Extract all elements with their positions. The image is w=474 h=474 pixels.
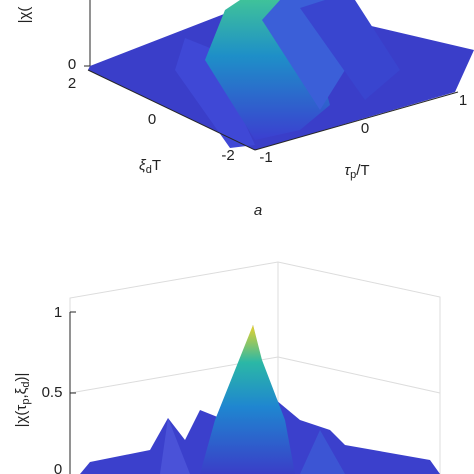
label-part: τ	[344, 162, 351, 179]
caption: a	[254, 202, 262, 219]
label-part: ξ	[139, 157, 147, 174]
z-label: |χ(	[16, 7, 33, 24]
surface-peak	[200, 325, 295, 474]
panel-b: 1 0.5 0 |χ(τp,ξd)|	[13, 261, 441, 474]
label-part: ,ξ	[13, 387, 30, 398]
surface-ridge	[175, 38, 255, 148]
surface-ridge	[160, 418, 190, 474]
y-tick-label: -2	[221, 147, 234, 164]
label-part: d	[146, 164, 152, 176]
label-part: |χ(τ	[13, 405, 30, 428]
label-part: /T	[356, 162, 369, 179]
z-label: |χ(τp,ξd)|	[13, 373, 32, 428]
x-tick-label: 0	[361, 120, 369, 137]
x-tick-label: 1	[459, 92, 467, 109]
label-part: )|	[13, 373, 30, 382]
label-part: p	[350, 169, 356, 181]
x-axis	[254, 91, 459, 151]
y-axis	[87, 69, 256, 151]
y-tick-label: 0	[148, 111, 156, 128]
label-part: d	[20, 382, 32, 388]
z-tick-label: 0	[68, 56, 76, 73]
x-label: τp/T	[344, 162, 369, 181]
label-part: T	[152, 157, 161, 174]
grid-line	[277, 356, 441, 394]
z-tick-label: 0	[54, 461, 62, 474]
panel-a: |χ( 0 2 0 -2 -1 0 1 ξdT τp/T a	[16, 0, 474, 219]
surface-ridge	[300, 430, 345, 474]
surface-ridge	[300, 0, 400, 100]
z-tick-label: 0.5	[42, 384, 63, 401]
y-label: ξdT	[139, 157, 161, 176]
label-part: p	[20, 399, 32, 405]
x-tick-label: -1	[259, 149, 272, 166]
z-tick-label: 1	[54, 304, 62, 321]
y-tick-label: 2	[68, 75, 76, 92]
